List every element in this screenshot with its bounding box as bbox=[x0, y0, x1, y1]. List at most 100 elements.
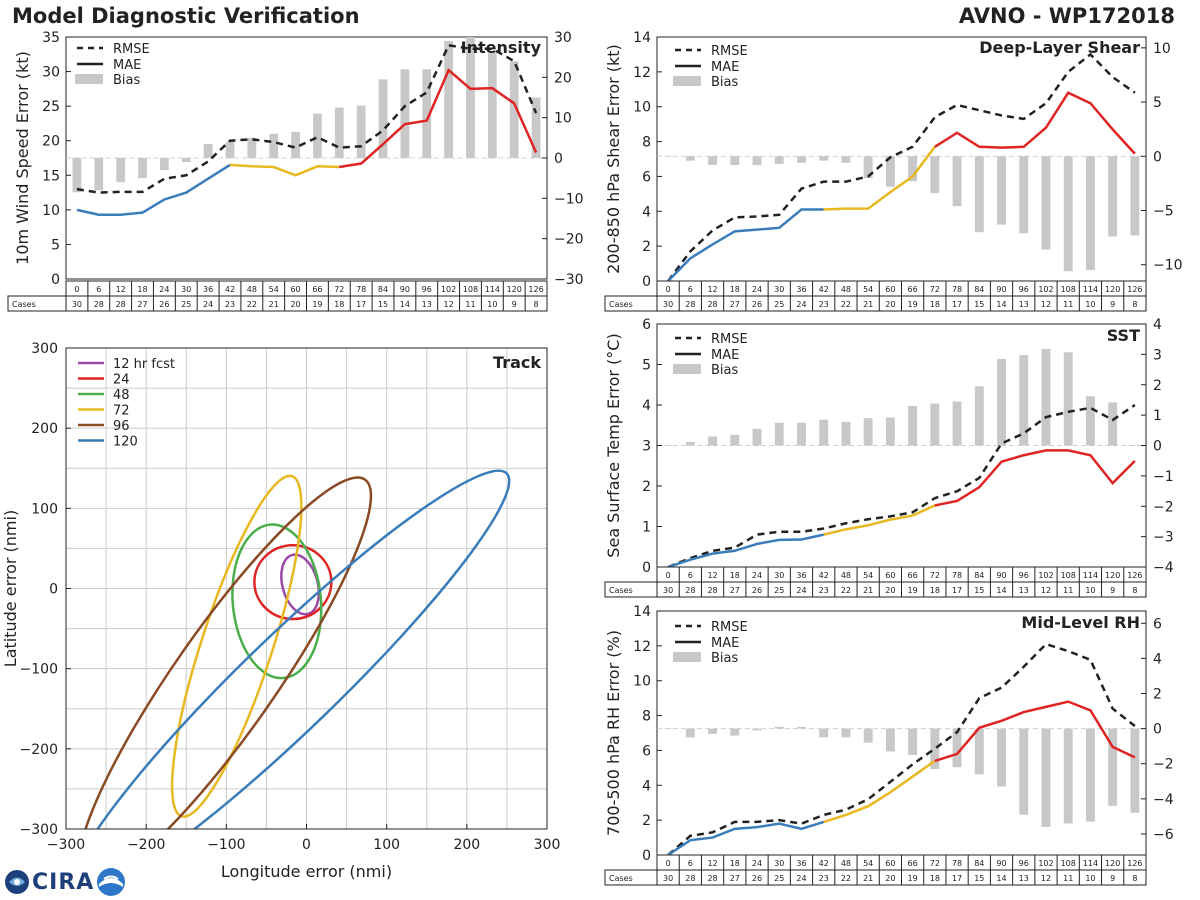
intensity-bias-bar bbox=[334, 107, 344, 158]
track-y-tick-label: −200 bbox=[20, 742, 58, 758]
rh-y-tick-label: 12 bbox=[633, 639, 651, 655]
track-x-tick-label: −100 bbox=[207, 837, 245, 853]
intensity-hour-label: 54 bbox=[269, 285, 279, 294]
rh-bias-bar bbox=[841, 728, 851, 738]
intensity-case-count: 23 bbox=[225, 300, 235, 309]
sst-y-tick-label: 6 bbox=[642, 317, 651, 333]
sst-bias-bar bbox=[797, 422, 806, 446]
track-x-tick-label: 200 bbox=[453, 837, 480, 853]
intensity-hour-label: 84 bbox=[378, 285, 388, 294]
shear-bias-bar bbox=[863, 156, 873, 178]
sst-hour-label: 108 bbox=[1061, 571, 1076, 580]
sst-case-count: 21 bbox=[863, 586, 873, 595]
rh-hour-label: 48 bbox=[841, 859, 851, 868]
rh-bias-bar bbox=[1130, 728, 1140, 813]
intensity-bias-tick-label: −30 bbox=[554, 272, 584, 288]
intensity-case-count: 18 bbox=[334, 300, 344, 309]
intensity-legend-bias-swatch bbox=[75, 74, 103, 84]
shear-y-tick-label: 14 bbox=[633, 30, 651, 46]
rh-case-count: 18 bbox=[930, 874, 940, 883]
track-panel-title: Track bbox=[493, 353, 541, 372]
rh-bias-bar bbox=[797, 726, 806, 729]
rh-case-count: 8 bbox=[1132, 874, 1137, 883]
shear-y-tick-label: 6 bbox=[642, 169, 651, 185]
sst-case-count: 10 bbox=[1085, 586, 1095, 595]
track-y-tick-label: 300 bbox=[31, 341, 58, 357]
sst-bias-tick-label: 0 bbox=[1153, 439, 1162, 455]
sst-bias-tick-label: 1 bbox=[1153, 408, 1162, 424]
shear-bias-bar bbox=[885, 156, 895, 187]
track-legend-label: 72 bbox=[113, 404, 130, 419]
rh-cases-row bbox=[604, 869, 1147, 886]
intensity-case-count: 28 bbox=[94, 300, 104, 309]
shear-mae-line bbox=[667, 208, 824, 282]
sst-legend-bias-label: Bias bbox=[711, 363, 738, 378]
sst-y-tick-label: 2 bbox=[642, 479, 651, 495]
intensity-y-tick-label: 5 bbox=[51, 237, 60, 253]
track-legend-label: 120 bbox=[113, 435, 138, 450]
shear-hour-label: 60 bbox=[885, 285, 895, 294]
intensity-bias-tick-label: 10 bbox=[554, 111, 572, 127]
rh-case-count: 12 bbox=[1041, 874, 1051, 883]
shear-bias-tick-label: 0 bbox=[1153, 149, 1162, 165]
rh-bias-tick-label: 4 bbox=[1153, 651, 1162, 667]
shear-hour-label: 6 bbox=[688, 285, 693, 294]
intensity-case-count: 21 bbox=[269, 300, 279, 309]
rh-case-count: 21 bbox=[863, 874, 873, 883]
track-x-tick-label: 0 bbox=[302, 837, 311, 853]
shear-y-tick-label: 2 bbox=[642, 239, 651, 255]
intensity-hour-label: 102 bbox=[441, 285, 456, 294]
rh-bias-tick-label: −6 bbox=[1153, 827, 1174, 843]
intensity-case-count: 8 bbox=[534, 300, 539, 309]
intensity-hour-label: 42 bbox=[225, 285, 235, 294]
intensity-panel-title: Intensity bbox=[461, 38, 542, 57]
sst-bias-tick-label: −1 bbox=[1153, 469, 1174, 485]
rh-hour-label: 114 bbox=[1083, 859, 1098, 868]
sst-hour-label: 36 bbox=[796, 571, 806, 580]
sst-case-count: 27 bbox=[730, 586, 740, 595]
track-y-tick-label: −300 bbox=[20, 822, 58, 838]
sst-case-count: 8 bbox=[1132, 586, 1137, 595]
intensity-bias-bar bbox=[509, 61, 519, 159]
shear-y-axis-label: 200-850 hPa Shear Error (kt) bbox=[604, 44, 623, 274]
intensity-case-count: 25 bbox=[181, 300, 191, 309]
rh-bias-bar bbox=[1041, 728, 1051, 827]
intensity-case-count: 20 bbox=[290, 300, 300, 309]
intensity-hour-label: 66 bbox=[312, 285, 322, 294]
shear-hour-label: 66 bbox=[908, 285, 918, 294]
track-legend-label: 12 hr fcst bbox=[113, 357, 175, 372]
rh-bias-tick-label: −2 bbox=[1153, 757, 1174, 773]
rh-hour-label: 72 bbox=[930, 859, 940, 868]
intensity-case-count: 28 bbox=[116, 300, 126, 309]
shear-cases-row bbox=[604, 295, 1147, 312]
rh-bias-bar bbox=[685, 728, 695, 738]
sst-bias-tick-label: −2 bbox=[1153, 499, 1174, 515]
rh-y-tick-label: 2 bbox=[642, 813, 651, 829]
shear-bias-bar bbox=[1108, 156, 1118, 237]
shear-case-count: 30 bbox=[663, 300, 673, 309]
rh-hour-label: 78 bbox=[952, 859, 962, 868]
rh-cases-label: Cases bbox=[609, 874, 633, 883]
rh-y-tick-label: 14 bbox=[633, 604, 651, 620]
intensity-hour-label: 108 bbox=[463, 285, 478, 294]
sst-hour-label: 30 bbox=[774, 571, 784, 580]
sst-bias-bar bbox=[863, 418, 873, 446]
track-x-axis-label: Longitude error (nmi) bbox=[221, 862, 392, 881]
cira-logo: CIRA bbox=[4, 866, 126, 898]
intensity-case-count: 13 bbox=[422, 300, 432, 309]
track-y-tick-label: 0 bbox=[49, 582, 58, 598]
shear-bias-bar bbox=[930, 156, 940, 194]
shear-hour-label: 12 bbox=[707, 285, 717, 294]
figure-title: Model Diagnostic Verification bbox=[12, 4, 360, 28]
rh-hour-label: 66 bbox=[908, 859, 918, 868]
sst-case-count: 28 bbox=[685, 586, 695, 595]
intensity-hour-label: 96 bbox=[422, 285, 432, 294]
sst-bias-bar bbox=[685, 441, 695, 446]
intensity-case-count: 24 bbox=[203, 300, 213, 309]
sst-mae-line bbox=[823, 504, 936, 536]
sst-y-tick-label: 0 bbox=[642, 560, 651, 576]
sst-legend-mae-label: MAE bbox=[711, 348, 739, 363]
shear-y-tick-label: 8 bbox=[642, 135, 651, 151]
sst-case-count: 18 bbox=[930, 586, 940, 595]
shear-case-count: 18 bbox=[930, 300, 940, 309]
